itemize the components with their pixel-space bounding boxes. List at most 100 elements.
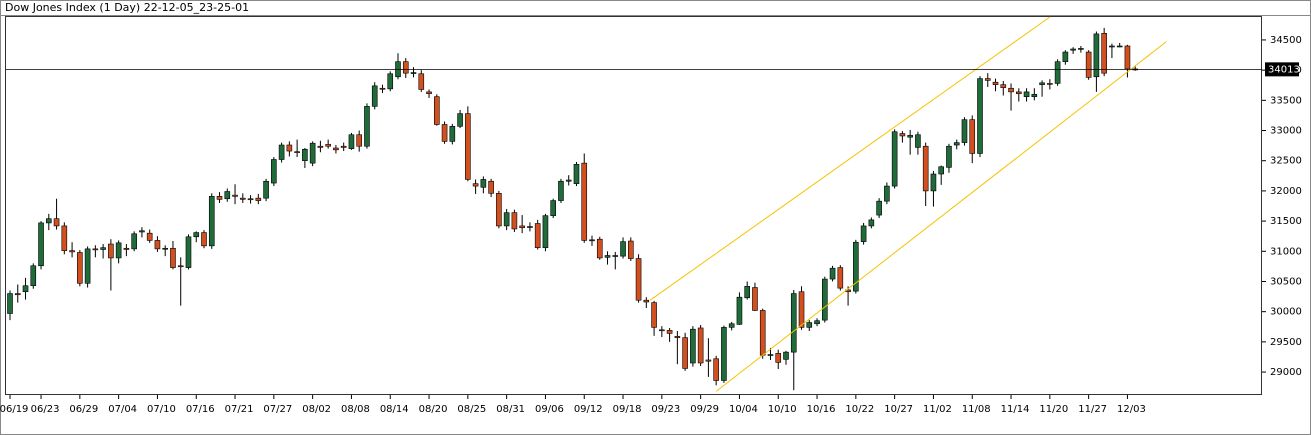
x-tick-label: 06/29 [69,404,98,415]
x-tick-label: 11/27 [1078,404,1107,415]
x-tick-label: 09/18 [613,404,642,415]
candle-body [728,323,735,328]
candle-body [542,215,549,248]
y-tick-label: 29500 [1270,337,1302,348]
x-tick-label: 10/27 [884,404,913,415]
candle-body [798,291,805,328]
candle-body [193,232,200,238]
candle-body [806,322,813,328]
x-tick-label: 10/04 [729,404,758,415]
candle-body [379,87,386,90]
candle-body [534,223,541,248]
candle-body [317,145,324,148]
x-tick-label: 08/31 [496,404,525,415]
x-tick-label: 09/06 [535,404,564,415]
candle-body [92,248,99,251]
candle-body [1000,84,1007,88]
candle-body [705,359,712,362]
candle-body [387,73,394,90]
candle-body [255,197,262,201]
candle-body [790,293,797,353]
y-tick-label: 33500 [1270,95,1302,106]
candle-body [511,212,518,230]
candle-body [170,247,176,268]
candle-body [1031,93,1038,98]
candle-body [271,159,277,184]
candle-body [480,179,487,188]
candle-body [690,328,696,364]
candle-body [767,354,774,356]
candle-body [713,358,719,381]
candle-body [441,124,448,142]
x-tick-label: 11/20 [1039,404,1068,415]
candle-body [953,142,960,146]
candle-body [449,125,456,142]
candle-body [371,85,378,107]
candle-body [426,91,432,94]
candle-body [488,180,494,194]
candle-body [356,134,363,147]
candle-body [61,225,68,251]
x-tick-label: 07/27 [263,404,292,415]
candle-body [821,278,828,321]
candle-body [1124,45,1131,70]
y-tick-label: 34500 [1270,35,1302,46]
candle-body [77,252,83,284]
candle-body [154,240,161,250]
candle-body [1054,61,1061,84]
candle-body [930,173,937,192]
candle-body [659,329,665,332]
candle-body [503,212,510,227]
candle-body [744,286,751,299]
x-tick-label: 11/02 [923,404,952,415]
candle-body [30,265,37,287]
candle-body [472,183,479,187]
candle-body [961,119,968,143]
candle-body [115,242,122,259]
candle-body [457,113,463,127]
candle-body [558,180,564,201]
x-tick-label: 09/23 [651,404,680,415]
candle-body [131,233,137,250]
candle-body [922,145,929,192]
candle-body [247,198,254,201]
candle-body [232,194,238,197]
candle-body [108,243,114,259]
candle-body [1039,82,1045,85]
candle-body [643,299,650,303]
candle-body [992,81,999,85]
candle-body [899,133,906,137]
candle-body [977,78,983,154]
y-tick-label: 30500 [1270,276,1302,287]
x-tick-label: 06/23 [31,404,60,415]
x-tick-label: 08/02 [302,404,331,415]
candle-body [674,336,681,338]
x-tick-label: 06/19 [0,404,28,415]
candle-body [1078,48,1084,50]
candle-body [45,218,52,224]
candle-body [697,327,704,364]
candle-body [325,144,331,147]
x-tick-label: 12/03 [1117,404,1146,415]
candle-body [123,247,130,250]
candle-body [14,293,21,296]
candle-body [139,230,145,233]
x-tick-label: 11/14 [1001,404,1030,415]
x-tick-label: 08/14 [380,404,409,415]
candle-body [309,142,316,164]
candle-body [496,193,502,227]
candle-body [278,144,285,160]
candle-body [573,164,580,184]
x-tick-label: 08/20 [419,404,448,415]
last-price-label: 34013 [1268,64,1300,75]
candle-body [1047,83,1053,85]
candle-body [302,148,308,162]
y-tick-label: 31500 [1270,216,1302,227]
candle-body [22,285,29,293]
candle-body [759,310,766,356]
candle-body [146,232,153,241]
candle-body [775,353,782,363]
x-tick-label: 09/12 [574,404,603,415]
candle-body [240,197,246,200]
candle-body [1008,87,1014,93]
